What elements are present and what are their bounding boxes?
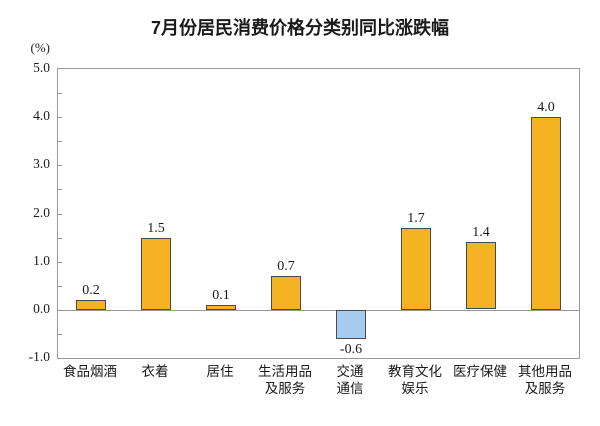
chart-bar [531, 117, 561, 310]
y-axis-unit-label: (%) [30, 40, 51, 55]
y-axis-minor-tick [58, 262, 62, 263]
zero-line [58, 310, 579, 311]
chart-bar [466, 242, 496, 309]
bar-value-label: 0.2 [82, 283, 100, 298]
chart-bar [141, 238, 171, 310]
y-axis-minor-tick [58, 214, 62, 215]
y-axis-tick-label: 4.0 [33, 108, 50, 123]
y-axis-minor-tick [58, 238, 62, 239]
x-axis-category-label: 衣着 [141, 364, 169, 379]
bar-value-label: 0.1 [212, 288, 230, 303]
plot-area: 0.2 1.5 0.1 0.7 -0.6 1.7 1.4 4.0 [57, 68, 580, 359]
x-axis-category-label: 其他用品 及服务 [518, 364, 572, 396]
x-axis-category-label: 教育文化 娱乐 [388, 364, 442, 396]
y-axis-tick-label: -1.0 [28, 349, 50, 364]
x-axis-category-label: 医疗保健 [453, 364, 507, 379]
chart-bar [206, 305, 236, 310]
chart-bar [76, 300, 106, 310]
y-axis-minor-tick [58, 165, 62, 166]
x-axis-category-label: 食品烟酒 [63, 364, 117, 379]
x-axis-category-label: 居住 [206, 364, 234, 379]
bar-value-label: 1.4 [472, 225, 490, 240]
y-axis-minor-tick [58, 310, 62, 311]
chart-bar [336, 310, 366, 339]
y-axis-minor-tick [58, 286, 62, 287]
y-axis-tick-label: 1.0 [33, 253, 50, 268]
chart-bar [401, 228, 431, 310]
y-axis-tick-label: 2.0 [33, 205, 50, 220]
chart-title: 7月份居民消费价格分类别同比涨跌幅 [150, 18, 449, 38]
y-axis-minor-tick [58, 334, 62, 335]
y-axis-minor-tick [58, 117, 62, 118]
bar-value-label: 4.0 [537, 100, 555, 115]
x-axis-category-label: 交通 通信 [336, 364, 364, 396]
chart-bar [271, 276, 301, 310]
bar-value-label: 1.5 [147, 221, 165, 236]
y-axis-minor-tick [58, 141, 62, 142]
y-axis-tick-label: 0.0 [33, 301, 50, 316]
y-axis-tick-label: 5.0 [33, 60, 50, 75]
bar-value-label: 0.7 [277, 259, 295, 274]
y-axis-tick-label: 3.0 [33, 156, 50, 171]
y-axis-minor-tick [58, 189, 62, 190]
bar-value-label: -0.6 [339, 342, 363, 357]
y-axis-minor-tick [58, 93, 62, 94]
bar-value-label: 1.7 [407, 211, 425, 226]
x-axis-category-label: 生活用品 及服务 [258, 364, 312, 396]
